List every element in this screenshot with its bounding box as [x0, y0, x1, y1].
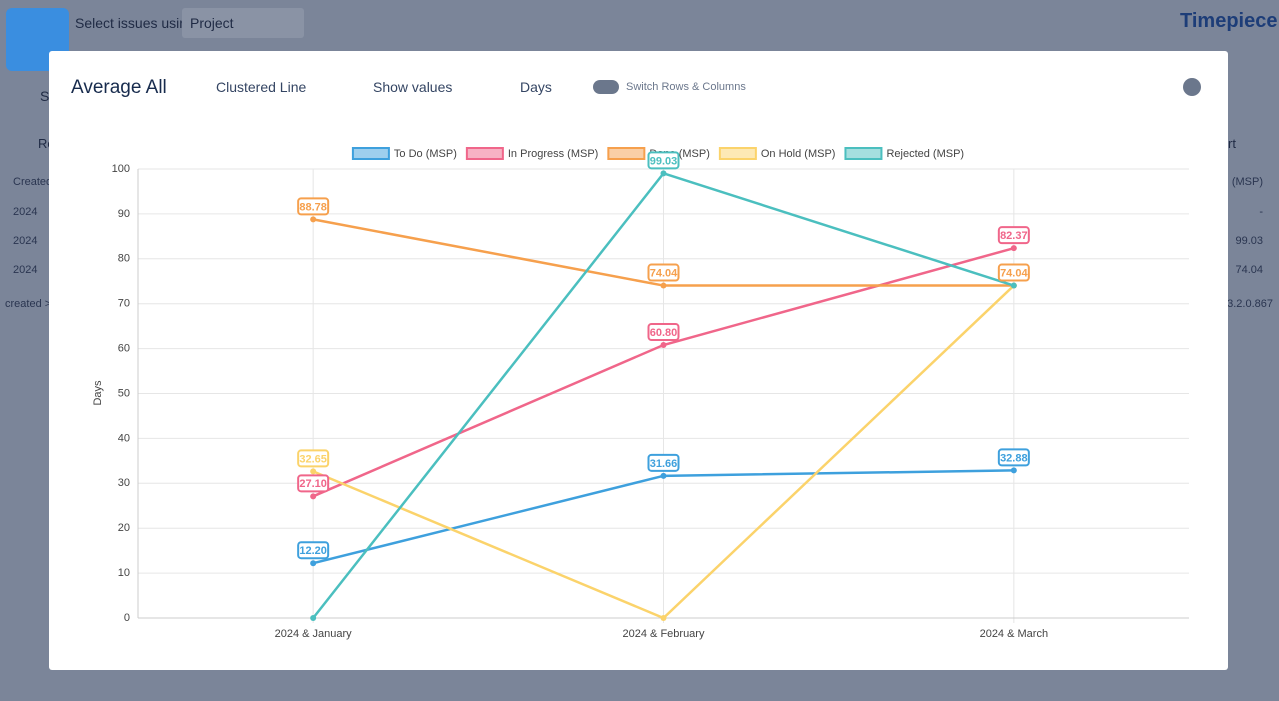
point	[660, 282, 667, 289]
value-label-box	[297, 449, 330, 468]
selector-label: Select issues using	[75, 15, 195, 31]
legend-swatch	[718, 147, 757, 160]
y-tick-label: 90	[118, 208, 130, 220]
legend-swatch	[351, 147, 390, 160]
point	[310, 468, 317, 475]
table-cell: 2024	[13, 235, 38, 247]
point	[660, 615, 667, 621]
help-icon[interactable]	[1183, 78, 1201, 96]
point	[310, 493, 317, 500]
point	[310, 615, 317, 621]
y-tick-label: 60	[118, 343, 130, 355]
value-label: 74.04	[1000, 267, 1028, 279]
value-label-box	[647, 263, 680, 282]
legend-label: On Hold (MSP)	[761, 148, 836, 160]
x-tick-label: 2024 & February	[623, 628, 705, 640]
point	[660, 170, 667, 177]
y-tick-label: 20	[118, 522, 130, 534]
value-label-box	[647, 323, 680, 342]
point	[1010, 282, 1017, 289]
legend-label: In Progress (MSP)	[508, 148, 598, 160]
y-tick-label: 10	[118, 567, 130, 579]
modal-title: Average All	[71, 77, 167, 98]
brand: Timepiece	[1180, 10, 1278, 32]
value-label-box	[997, 263, 1030, 282]
point	[1010, 245, 1017, 252]
y-tick-label: 70	[118, 298, 130, 310]
value-label: 27.10	[299, 478, 327, 490]
selector[interactable]: Project	[182, 8, 304, 38]
modal: Average All Clustered Line Show values D…	[49, 51, 1228, 670]
legend-label: To Do (MSP)	[394, 148, 457, 160]
value-label-box	[297, 474, 330, 493]
table-cell: 99.03	[1235, 235, 1263, 247]
legend: To Do (MSP) In Progress (MSP) Done (MSP) On…	[351, 147, 964, 160]
value-label-box	[997, 226, 1030, 245]
x-tick-label: 2024 & January	[275, 628, 353, 640]
legend-swatch	[844, 147, 883, 160]
value-label-box	[997, 448, 1030, 467]
chart-type-menu[interactable]: Clustered Line	[216, 79, 307, 95]
value-label-box	[647, 453, 680, 472]
y-tick-label: 0	[124, 612, 130, 624]
x-tick-label: 2024 & March	[980, 628, 1048, 640]
y-tick-label: 80	[118, 253, 130, 265]
value-label-box	[297, 541, 330, 560]
value-label: 99.03	[650, 155, 678, 167]
table-header: Created	[13, 176, 53, 188]
point	[1010, 467, 1017, 474]
right-action[interactable]: rt	[1228, 136, 1236, 151]
point	[310, 560, 317, 567]
value-label-box	[647, 151, 680, 170]
y-tick-label: 50	[118, 387, 130, 399]
table-footer: created >	[5, 298, 52, 310]
value-label: 12.20	[299, 545, 327, 557]
value-label: 74.04	[650, 267, 678, 279]
value-label: 82.37	[1000, 230, 1028, 242]
y-tick-label: 100	[112, 163, 130, 175]
version: 3.2.0.867	[1227, 298, 1273, 310]
value-label: 88.78	[299, 201, 327, 213]
unit-menu[interactable]: Days	[520, 79, 552, 95]
switch-label: Switch Rows & Columns	[626, 81, 746, 93]
table-cell: 2024	[13, 206, 38, 218]
table-cell: 74.04	[1235, 264, 1263, 276]
value-label: 60.80	[650, 327, 678, 339]
point	[660, 342, 667, 349]
table-cell: 2024	[13, 264, 38, 276]
y-tick-label: 40	[118, 432, 130, 444]
values-menu[interactable]: Show values	[373, 79, 453, 95]
chart: Days To Do (MSP) In Progress (MSP) Done (M…	[92, 147, 1189, 640]
point	[310, 216, 317, 223]
switch[interactable]	[593, 80, 619, 94]
table-header: (MSP)	[1231, 176, 1263, 188]
legend-swatch	[465, 147, 504, 160]
legend-swatch	[607, 147, 646, 160]
value-label: 32.65	[299, 453, 327, 465]
legend-label: Rejected (MSP)	[886, 148, 964, 160]
value-label: 31.66	[650, 458, 678, 470]
table-cell: -	[1259, 206, 1263, 218]
y-tick-label: 30	[118, 477, 130, 489]
point	[660, 472, 667, 479]
value-label: 32.88	[1000, 452, 1028, 464]
value-label-box	[297, 197, 330, 216]
y-axis-label: Days	[92, 380, 104, 406]
